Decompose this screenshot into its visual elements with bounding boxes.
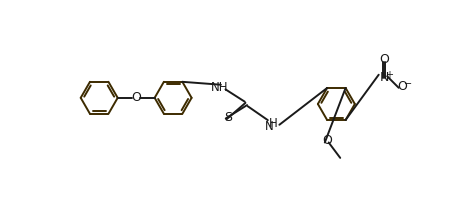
Text: −: − — [403, 79, 411, 89]
Text: +: + — [384, 70, 392, 80]
Text: NH: NH — [210, 81, 228, 94]
Text: O: O — [378, 53, 388, 66]
Text: O: O — [396, 80, 406, 93]
Text: N: N — [264, 120, 273, 133]
Text: O: O — [321, 134, 332, 147]
Text: N: N — [379, 71, 388, 84]
Text: H: H — [268, 117, 277, 130]
Text: S: S — [224, 111, 232, 124]
Text: O: O — [131, 91, 141, 104]
